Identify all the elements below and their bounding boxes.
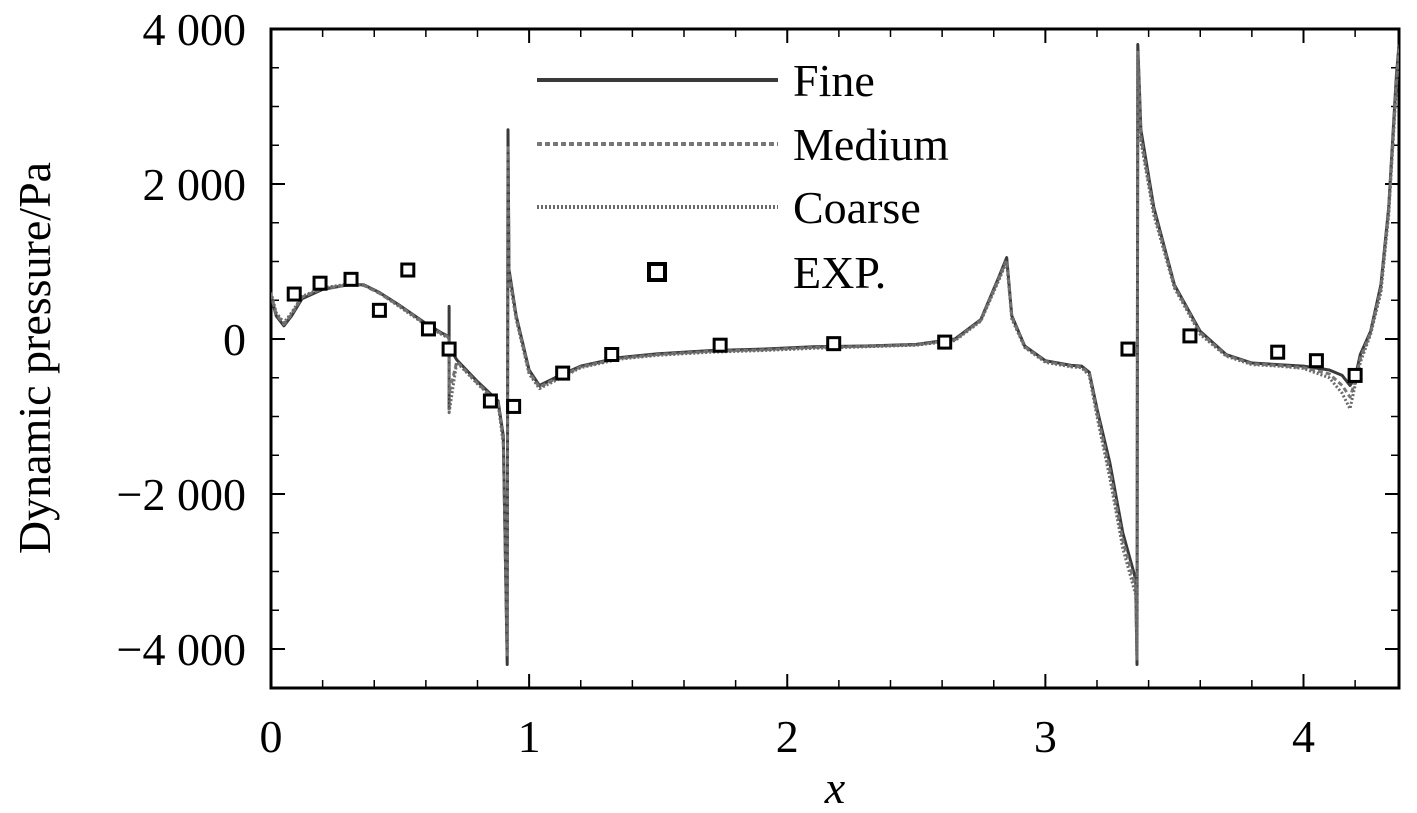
- series-line-medium: [271, 48, 1399, 659]
- x-tick-label: 1: [518, 711, 541, 762]
- legend-label-fine: Fine: [793, 55, 875, 106]
- y-tick-label: 4 000: [143, 4, 247, 55]
- exp-marker: [555, 365, 571, 381]
- x-tick-label: 4: [1292, 711, 1315, 762]
- y-axis-label: Dynamic pressure/Pa: [9, 162, 60, 554]
- major-ticks: [270, 28, 1399, 688]
- x-tick-labels: 0 1 2 3 4: [260, 711, 1315, 762]
- series-markers: [286, 262, 1363, 414]
- exp-marker: [826, 336, 842, 352]
- exp-marker: [604, 347, 620, 362]
- minor-ticks: [271, 29, 1399, 688]
- exp-marker: [937, 334, 953, 350]
- x-tick-label: 0: [260, 711, 283, 762]
- y-tick-label: 2 000: [143, 159, 247, 210]
- exp-marker: [400, 262, 416, 278]
- exp-marker: [1270, 344, 1286, 360]
- y-tick-label: 0: [223, 314, 246, 365]
- legend: Fine Medium Coarse EXP.: [537, 55, 949, 298]
- legend-label-exp: EXP.: [793, 247, 886, 298]
- series-line-fine: [271, 43, 1399, 666]
- plot-frame: [269, 27, 1401, 690]
- exp-marker: [482, 393, 498, 409]
- series-lines: [271, 43, 1399, 666]
- exp-marker: [286, 286, 302, 302]
- x-tick-label: 2: [776, 711, 799, 762]
- x-axis-label: x: [824, 762, 846, 813]
- exp-marker: [712, 337, 728, 353]
- exp-marker: [312, 275, 328, 291]
- legend-marker-exp: [647, 262, 667, 282]
- exp-marker: [420, 321, 436, 337]
- exp-marker: [1308, 353, 1324, 369]
- y-tick-labels: −4 000 −2 000 0 2 000 4 000: [117, 4, 246, 675]
- y-tick-label: −4 000: [117, 624, 246, 675]
- exp-marker: [441, 341, 457, 357]
- y-tick-label: −2 000: [117, 469, 246, 520]
- series-line-coarse: [271, 52, 1399, 663]
- legend-label-coarse: Coarse: [793, 182, 921, 233]
- plot-area: [269, 27, 1401, 690]
- exp-marker: [506, 398, 522, 414]
- exp-marker: [1182, 328, 1198, 344]
- x-tick-label: 3: [1034, 711, 1057, 762]
- exp-marker: [343, 271, 359, 287]
- exp-marker: [371, 302, 387, 318]
- legend-label-medium: Medium: [793, 119, 949, 170]
- exp-marker: [1347, 367, 1363, 383]
- exp-marker: [1120, 341, 1136, 357]
